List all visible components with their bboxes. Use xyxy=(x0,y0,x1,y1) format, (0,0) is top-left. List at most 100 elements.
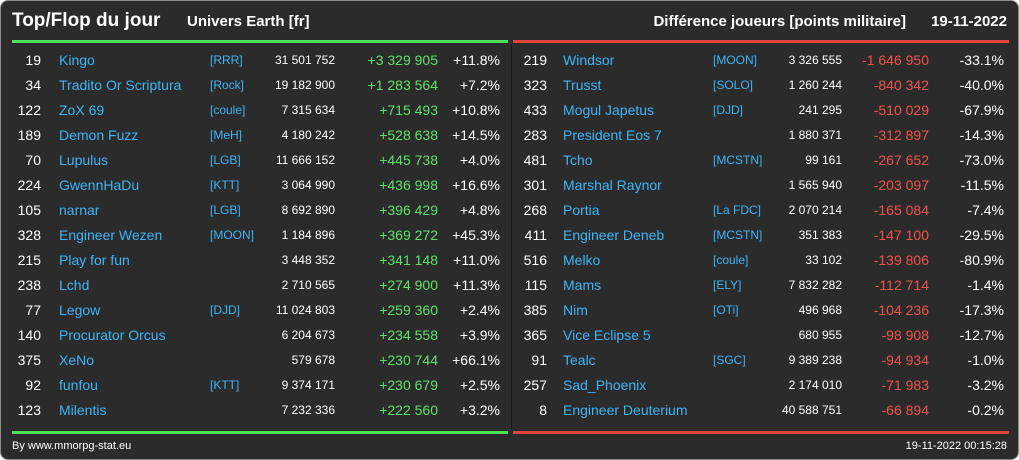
alliance-tag[interactable]: [LGB] xyxy=(210,153,241,167)
player-rank: 91 xyxy=(531,352,547,368)
player-name-link[interactable]: Windsor xyxy=(563,52,615,68)
player-name-link[interactable]: funfou xyxy=(59,377,98,393)
player-name-link[interactable]: Melko xyxy=(563,252,601,268)
server-name: Univers Earth [fr] xyxy=(187,13,310,30)
percent-change: +14.5% xyxy=(452,127,500,143)
points-difference: +274 900 xyxy=(379,277,438,293)
player-name-link[interactable]: Mams xyxy=(563,277,602,293)
points-difference: -66 894 xyxy=(881,402,929,418)
points-difference: +222 560 xyxy=(379,402,438,418)
player-row: 301 Marshal Raynor 1 565 940 -203 097 -11.5% xyxy=(511,173,1011,198)
player-name-link[interactable]: Marshal Raynor xyxy=(563,177,662,193)
alliance-tag[interactable]: [KTT] xyxy=(210,178,240,192)
alliance-tag[interactable]: [SOLO] xyxy=(713,78,754,92)
points-difference: +230 679 xyxy=(379,377,438,393)
player-row: 215 Play for fun 3 448 352 +341 148 +11.0% xyxy=(5,248,505,273)
player-points: 4 180 242 xyxy=(281,128,335,142)
percent-change: -29.5% xyxy=(959,227,1004,243)
player-row: 238 Lchd 2 710 565 +274 900 +11.3% xyxy=(5,273,505,298)
points-difference: +445 738 xyxy=(379,152,438,168)
player-name-link[interactable]: Vice Eclipse 5 xyxy=(563,327,651,343)
points-difference: +436 998 xyxy=(379,177,438,193)
player-name-link[interactable]: Milentis xyxy=(59,402,107,418)
player-name-link[interactable]: Lchd xyxy=(59,277,90,293)
player-rank: 115 xyxy=(524,277,547,293)
percent-change: +3.9% xyxy=(459,327,500,343)
player-name-link[interactable]: Nim xyxy=(563,302,588,318)
player-name-link[interactable]: Kingo xyxy=(59,52,95,68)
metric-label: Différence joueurs [points militaire] xyxy=(653,13,906,30)
player-name-link[interactable]: Engineer Deuterium xyxy=(563,402,688,418)
points-difference: +528 638 xyxy=(379,127,438,143)
percent-change: -7.4% xyxy=(967,202,1004,218)
alliance-tag[interactable]: [MOON] xyxy=(713,53,757,67)
player-name-link[interactable]: Procurator Orcus xyxy=(59,327,166,343)
player-rank: 219 xyxy=(523,52,547,68)
player-name-link[interactable]: Engineer Wezen xyxy=(59,227,163,243)
alliance-tag[interactable]: [Rock] xyxy=(210,78,245,92)
player-points: 2 174 010 xyxy=(788,378,842,392)
player-name-link[interactable]: Tcho xyxy=(563,152,593,168)
player-rank: 105 xyxy=(17,202,41,218)
alliance-tag[interactable]: [LGB] xyxy=(210,203,241,217)
player-row: 411 Engineer Deneb [MCSTN] 351 383 -147 100 -… xyxy=(511,223,1011,248)
player-rank: 433 xyxy=(523,102,547,118)
percent-change: -1.0% xyxy=(967,352,1004,368)
player-name-link[interactable]: Engineer Deneb xyxy=(563,227,665,243)
player-name-link[interactable]: ZoX 69 xyxy=(59,102,105,118)
player-name-link[interactable]: narnar xyxy=(59,202,100,218)
player-points: 2 070 214 xyxy=(788,203,842,217)
points-difference: -840 342 xyxy=(873,77,929,93)
alliance-tag[interactable]: [MCSTN] xyxy=(713,228,763,242)
points-difference: -139 806 xyxy=(873,252,929,268)
player-points: 3 448 352 xyxy=(281,253,335,267)
percent-change: -1.4% xyxy=(967,277,1004,293)
top-losers-list: 219 Windsor [MOON] 3 326 555 -1 646 950 -33.1… xyxy=(511,48,1011,423)
player-name-link[interactable]: Tealc xyxy=(563,352,596,368)
percent-change: -14.3% xyxy=(959,127,1004,143)
alliance-tag[interactable]: [DJD] xyxy=(210,303,240,317)
player-points: 11 666 152 xyxy=(275,153,335,167)
percent-change: -11.5% xyxy=(960,177,1004,193)
percent-change: -40.0% xyxy=(959,77,1004,93)
player-name-link[interactable]: XeNo xyxy=(59,352,95,368)
player-name-link[interactable]: Legow xyxy=(59,302,101,318)
alliance-tag[interactable]: [MeH] xyxy=(210,128,243,142)
player-points: 579 678 xyxy=(291,353,335,367)
player-name-link[interactable]: Tradito Or Scriptura xyxy=(59,77,182,93)
player-points: 496 968 xyxy=(798,303,842,317)
player-row: 189 Demon Fuzz [MeH] 4 180 242 +528 638 +14.5… xyxy=(5,123,505,148)
player-name-link[interactable]: Sad_Phoenix xyxy=(563,377,647,393)
player-rank: 365 xyxy=(523,327,547,343)
alliance-tag[interactable]: [coule] xyxy=(210,103,246,117)
points-difference: +259 360 xyxy=(379,302,438,318)
player-rank: 268 xyxy=(523,202,547,218)
player-points: 2 710 565 xyxy=(281,278,335,292)
alliance-tag[interactable]: [La FDC] xyxy=(713,203,762,217)
player-name-link[interactable]: President Eos 7 xyxy=(563,127,662,143)
player-points: 11 024 803 xyxy=(275,303,335,317)
player-name-link[interactable]: Portia xyxy=(563,202,600,218)
player-points: 31 501 752 xyxy=(274,53,335,67)
player-name-link[interactable]: Lupulus xyxy=(59,152,109,168)
points-difference: +715 493 xyxy=(379,102,438,118)
alliance-tag[interactable]: [RRR] xyxy=(210,53,243,67)
player-name-link[interactable]: Play for fun xyxy=(59,252,130,268)
alliance-tag[interactable]: [DJD] xyxy=(713,103,743,117)
alliance-tag[interactable]: [SGC] xyxy=(713,353,746,367)
alliance-tag[interactable]: [MCSTN] xyxy=(713,153,763,167)
player-points: 6 204 673 xyxy=(281,328,335,342)
player-row: 92 funfou [KTT] 9 374 171 +230 679 +2.5% xyxy=(5,373,505,398)
player-row: 224 GwennHaDu [KTT] 3 064 990 +436 998 +16.6% xyxy=(5,173,505,198)
alliance-tag[interactable]: [OTi] xyxy=(713,303,739,317)
player-name-link[interactable]: Mogul Japetus xyxy=(563,102,655,118)
player-rank: 19 xyxy=(25,52,41,68)
player-name-link[interactable]: GwennHaDu xyxy=(59,177,140,193)
alliance-tag[interactable]: [coule] xyxy=(713,253,749,267)
alliance-tag[interactable]: [KTT] xyxy=(210,378,240,392)
alliance-tag[interactable]: [ELY] xyxy=(713,278,742,292)
player-name-link[interactable]: Trusst xyxy=(563,77,602,93)
alliance-tag[interactable]: [MOON] xyxy=(210,228,254,242)
percent-change: +11.0% xyxy=(453,252,500,268)
player-name-link[interactable]: Demon Fuzz xyxy=(59,127,139,143)
